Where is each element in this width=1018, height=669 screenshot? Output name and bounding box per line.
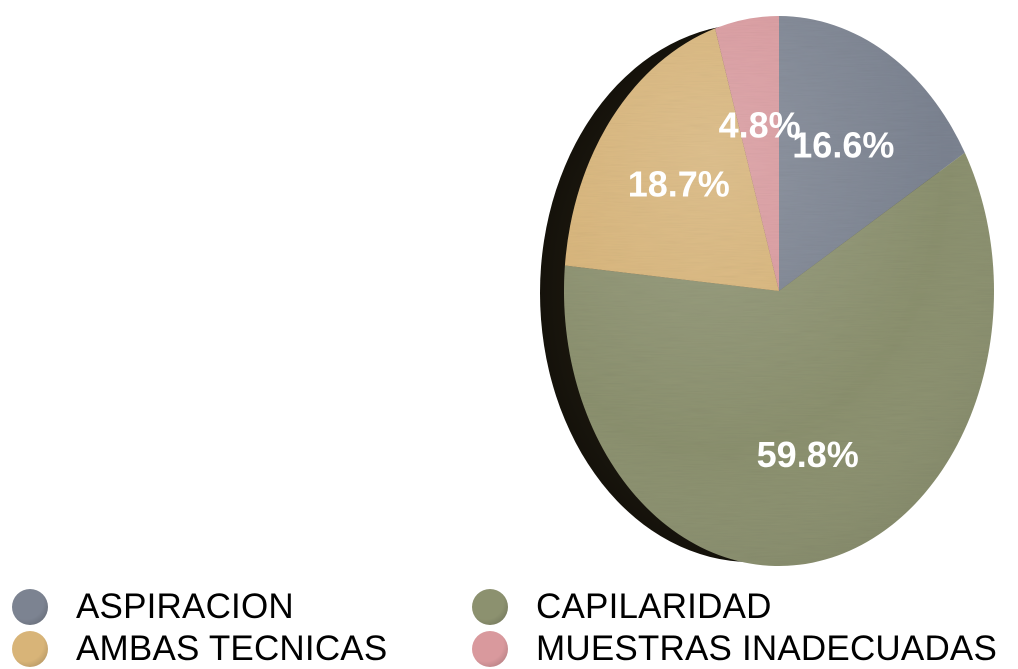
legend-item-aspiracion: ASPIRACION xyxy=(12,587,294,627)
legend-item-muestras-inadecuadas: MUESTRAS INADECUADAS xyxy=(472,629,997,669)
legend-label-capilaridad: CAPILARIDAD xyxy=(536,587,772,626)
pie-shine xyxy=(564,16,994,566)
legend-swatch-aspiracion xyxy=(12,589,48,625)
legend: ASPIRACION CAPILARIDAD AMBAS TECNICAS MU… xyxy=(0,585,1018,668)
legend-swatch-capilaridad xyxy=(472,589,508,625)
legend-swatch-ambas-tecnicas xyxy=(12,631,48,667)
legend-swatch-muestras-inadecuadas xyxy=(472,631,508,667)
legend-item-ambas-tecnicas: AMBAS TECNICAS xyxy=(12,629,387,669)
legend-label-ambas-tecnicas: AMBAS TECNICAS xyxy=(76,629,388,668)
slice-label-capilaridad: 59.8% xyxy=(757,434,859,475)
legend-item-capilaridad: CAPILARIDAD xyxy=(472,587,772,627)
legend-label-muestras-inadecuadas: MUESTRAS INADECUADAS xyxy=(536,629,998,668)
pie-chart-svg: 16.6% 59.8% 18.7% 4.8% xyxy=(540,15,994,566)
pie-labels: 16.6% 59.8% 18.7% 4.8% xyxy=(628,104,895,475)
legend-label-aspiracion: ASPIRACION xyxy=(76,587,294,626)
pie-gloss xyxy=(564,16,994,566)
slice-label-muestras-inadecuadas: 4.8% xyxy=(719,104,801,145)
slice-label-ambas-tecnicas: 18.7% xyxy=(628,164,730,205)
slice-label-aspiracion: 16.6% xyxy=(792,124,894,165)
